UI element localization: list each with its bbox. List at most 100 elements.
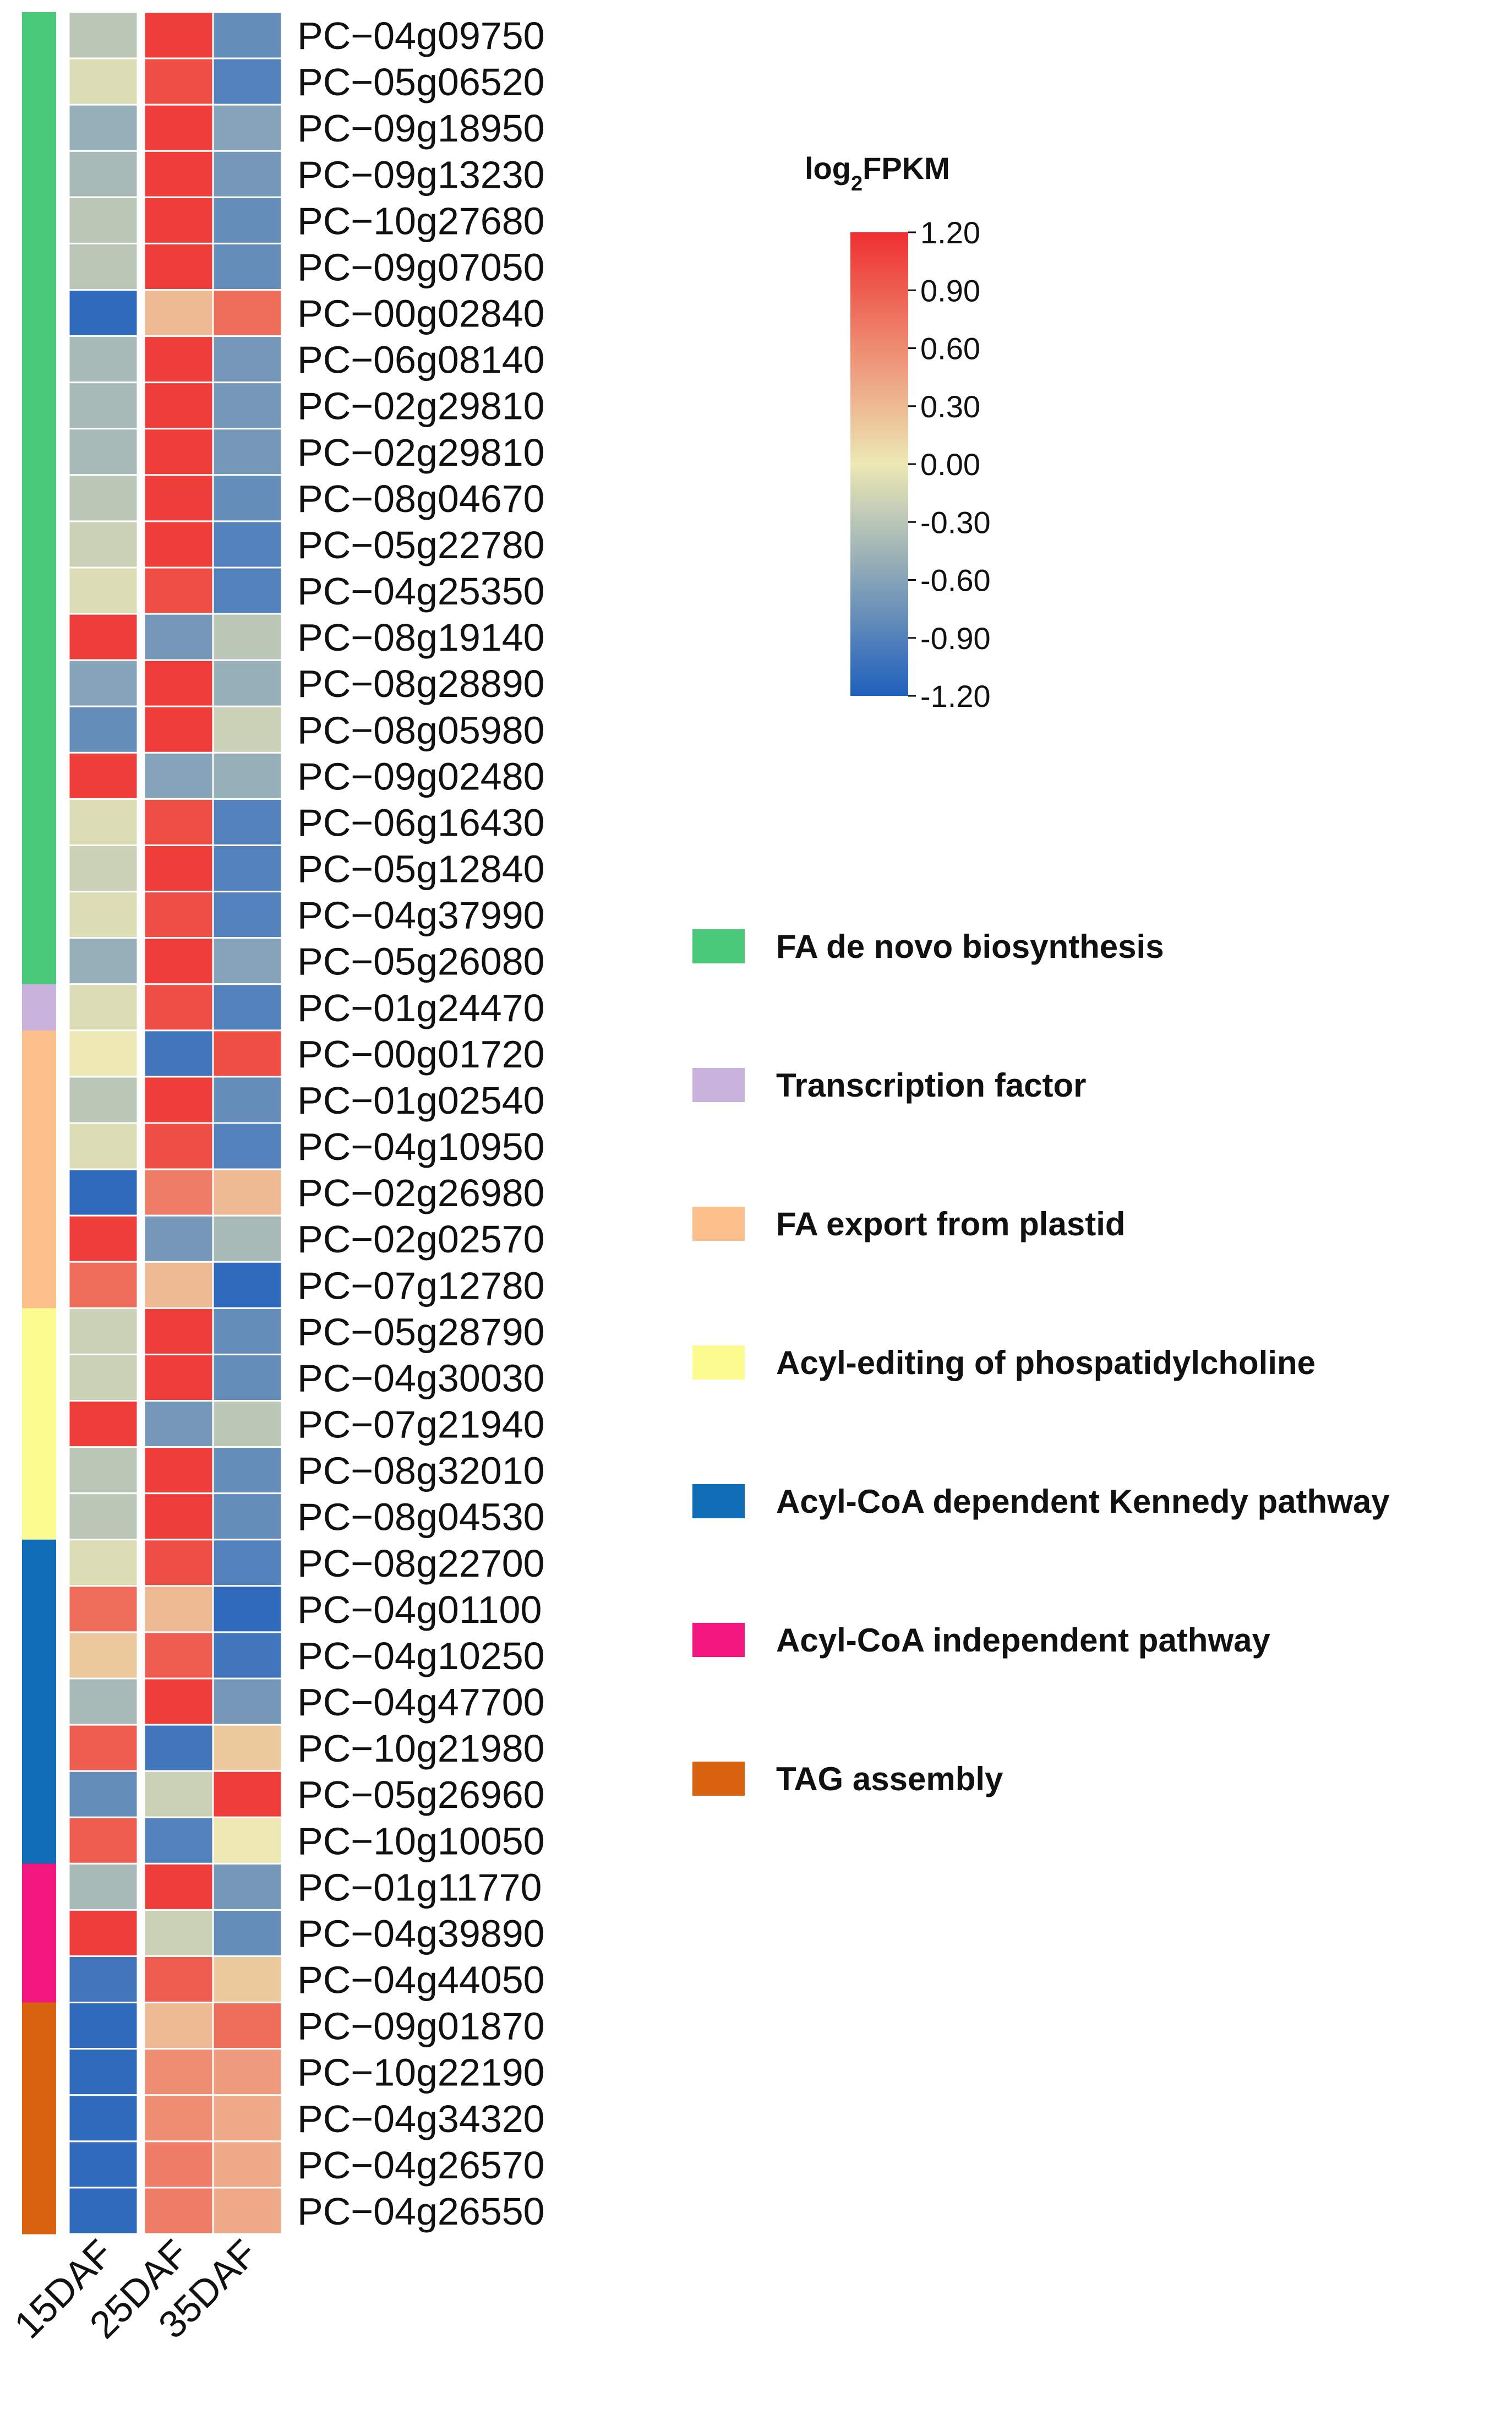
category-legend-label: FA de novo biosynthesis — [776, 928, 1164, 965]
heatmap-cell — [68, 1955, 139, 2004]
category-annotation-cell — [22, 1678, 56, 1725]
heatmap-cell — [68, 196, 139, 244]
heatmap-cell — [212, 150, 283, 198]
category-annotation-cell — [22, 2187, 56, 2234]
category-legend-swatch — [692, 1484, 745, 1518]
heatmap-cell — [68, 1770, 139, 1818]
heatmap-cell — [212, 1585, 283, 1633]
heatmap-cell — [143, 1307, 214, 1355]
gene-label: PC−04g26570 — [297, 2144, 545, 2187]
category-annotation-cell — [22, 2095, 56, 2142]
gene-label: PC−04g47700 — [297, 1681, 545, 1724]
heatmap-cell — [212, 2187, 283, 2235]
color-scale-ticks: 1.20 0.90 0.60 0.30 0.00 -0.30 -0.60 -0.90 -1.20 — [908, 215, 991, 713]
heatmap-cell — [143, 196, 214, 244]
color-scale-tick-label: 0.30 — [920, 389, 980, 424]
category-legend-swatch — [692, 1345, 745, 1380]
heatmap-cell — [212, 520, 283, 569]
heatmap-cell — [143, 2002, 214, 2050]
heatmap-cell — [143, 1400, 214, 1448]
category-annotation-cell — [22, 891, 56, 939]
heatmap-cell — [212, 1492, 283, 1541]
heatmap-cell — [212, 1029, 283, 1078]
heatmap-cell — [143, 659, 214, 707]
heatmap-cell — [143, 1353, 214, 1402]
heatmap-cell — [143, 1862, 214, 1911]
heatmap-cell — [68, 566, 139, 615]
category-legend-label: FA export from plastid — [776, 1206, 1126, 1242]
heatmap-cell — [68, 520, 139, 569]
heatmap-cell — [212, 1307, 283, 1355]
category-annotation-cell — [22, 2141, 56, 2188]
category-annotation-cell — [22, 1632, 56, 1679]
heatmap-cell — [68, 1585, 139, 1633]
heatmap-cell — [143, 1214, 214, 1263]
heatmap-cell — [68, 1816, 139, 1865]
gene-label: PC−05g26080 — [297, 940, 545, 983]
heatmap-cell — [68, 11, 139, 59]
heatmap-cell — [212, 1122, 283, 1170]
heatmap-cell — [212, 381, 283, 430]
category-annotation-cell — [22, 1956, 56, 2003]
category-annotation-cell — [22, 984, 56, 1031]
category-annotation-cell — [22, 2048, 56, 2096]
heatmap-cell — [143, 474, 214, 522]
heatmap-cell — [212, 2048, 283, 2096]
heatmap-cell — [212, 891, 283, 939]
category-legend-label: Acyl-CoA independent pathway — [776, 1622, 1270, 1659]
gene-label: PC−00g01720 — [297, 1033, 545, 1076]
gene-label: PC−09g07050 — [297, 246, 545, 288]
gene-label: PC−04g10950 — [297, 1125, 545, 1168]
category-annotation-cell — [22, 521, 56, 568]
heatmap-cell — [68, 1446, 139, 1495]
gene-label: PC−04g44050 — [297, 1959, 545, 2002]
heatmap-cell — [143, 2187, 214, 2235]
heatmap-cell — [143, 613, 214, 661]
heatmap-cell — [143, 844, 214, 893]
category-annotation-cell — [22, 1585, 56, 1633]
heatmap-cell — [68, 1539, 139, 1587]
gene-label: PC−05g12840 — [297, 848, 545, 891]
category-annotation-cell — [22, 1725, 56, 1772]
heatmap-cell — [143, 57, 214, 106]
heatmap-cell — [212, 428, 283, 476]
heatmap-cell — [143, 1909, 214, 1958]
category-legend-swatch — [692, 929, 745, 963]
heatmap-cell — [68, 659, 139, 707]
heatmap-cell — [212, 1631, 283, 1680]
heatmap-cell — [143, 1076, 214, 1124]
heatmap-cell — [212, 474, 283, 522]
heatmap-cell — [143, 2094, 214, 2143]
category-annotation-cell — [22, 568, 56, 614]
heatmap-cell — [143, 937, 214, 985]
heatmap-cell — [143, 2048, 214, 2096]
category-annotation-cell — [22, 1771, 56, 1818]
heatmap-cell — [68, 891, 139, 939]
heatmap-cell — [143, 1539, 214, 1587]
heatmap-cell — [68, 428, 139, 476]
gene-label: PC−04g37990 — [297, 894, 545, 937]
heatmap-cell — [143, 1168, 214, 1217]
gene-label: PC−01g02540 — [297, 1079, 545, 1122]
category-annotation-cell — [22, 1863, 56, 1910]
heatmap-cell — [212, 242, 283, 291]
category-annotation-cell — [22, 1539, 56, 1587]
heatmap-cell — [143, 1029, 214, 1078]
heatmap-cell — [143, 1261, 214, 1309]
heatmap-cell — [143, 335, 214, 384]
category-legend-label: Acyl-CoA dependent Kennedy pathway — [776, 1483, 1390, 1520]
category-annotation-cell — [22, 151, 56, 198]
gene-label: PC−04g25350 — [297, 570, 545, 613]
category-legend-swatch — [692, 1207, 745, 1241]
heatmap-cell — [212, 1862, 283, 1911]
heatmap-cell — [143, 2140, 214, 2189]
heatmap-cell — [212, 2094, 283, 2143]
heatmap-cell — [143, 798, 214, 846]
heatmap-cell — [212, 1909, 283, 1958]
gene-label: PC−04g09750 — [297, 14, 545, 57]
color-scale-bar — [850, 232, 908, 696]
gene-label: PC−08g05980 — [297, 708, 545, 751]
heatmap-cell — [143, 1585, 214, 1633]
category-annotation-cell — [22, 1447, 56, 1494]
color-scale-legend: log2FPKM 1.20 0.90 0.60 0.30 0.00 -0.30 -0.60 -… — [805, 151, 991, 713]
